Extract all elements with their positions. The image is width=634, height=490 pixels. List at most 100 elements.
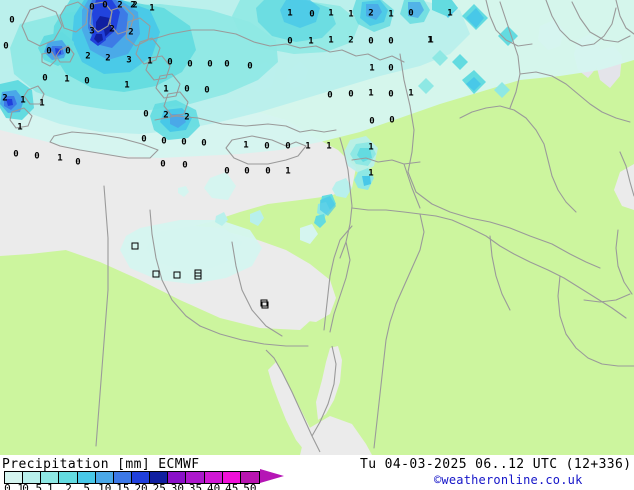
precip-value-label: 0: [327, 90, 333, 101]
precip-value-label: 0: [160, 159, 166, 170]
precip-value-label: 1: [447, 8, 453, 19]
precip-value-label: 0: [204, 85, 210, 96]
precip-value-label: 0: [247, 61, 253, 72]
precip-value-label: 0: [388, 89, 394, 100]
precip-zero-marker: [260, 299, 268, 307]
precip-value-label: 0: [224, 59, 230, 70]
precip-value-label: 1: [427, 35, 433, 46]
precip-value-label: 1: [39, 98, 45, 109]
precip-zero-marker: [173, 271, 181, 279]
precip-value-label: 1: [64, 74, 70, 85]
colorbar-swatch-45: [222, 472, 241, 483]
colorbar-swatch-15: [113, 472, 132, 483]
forecast-datetime: Tu 04-03-2025 06..12 UTC (12+336): [360, 457, 632, 472]
precip-value-label: 0: [161, 136, 167, 147]
precip-value-label: 0: [184, 84, 190, 95]
precip-value-label: 2: [105, 53, 111, 64]
precip-value-label: 0: [201, 138, 207, 149]
precip-value-label: 2: [184, 112, 190, 123]
precip-value-label: 0: [46, 46, 52, 57]
colorbar-tick-0.1: 0.1: [4, 482, 24, 490]
colorbar-tick-15: 15: [116, 482, 130, 490]
precip-value-label: 0: [348, 89, 354, 100]
colorbar-tick-30: 30: [170, 482, 184, 490]
colorbar-swatch-40: [204, 472, 223, 483]
colorbar-swatch-2: [59, 472, 78, 483]
precip-value-label: 0: [3, 41, 9, 52]
colorbar-swatch-25: [150, 472, 169, 483]
precip-value-label: 0: [13, 149, 19, 160]
colorbar-swatch-35: [186, 472, 205, 483]
precip-value-label: 0: [141, 134, 147, 145]
colorbar-swatch-50: [240, 472, 259, 483]
precip-value-label: 1: [368, 142, 374, 153]
colorbar-swatch-1: [41, 472, 60, 483]
precip-value-label: 1: [326, 141, 332, 152]
precip-value-label: 1: [428, 35, 434, 46]
precip-value-label: 0: [369, 116, 375, 127]
precip-value-label: 0: [181, 137, 187, 148]
map-footer: Precipitation [mm] ECMWF 0.1 0.5 1 2 5 10 15 20…: [0, 455, 634, 490]
precip-value-label: 0: [84, 76, 90, 87]
precip-value-label: 0: [224, 166, 230, 177]
precip-value-label: 0: [42, 73, 48, 84]
colorbar-tick-5: 5: [83, 482, 90, 490]
precip-value-label: 2: [348, 35, 354, 46]
precip-value-label: 1: [163, 84, 169, 95]
precip-zero-marker: [152, 270, 160, 278]
precip-value-label: 0: [388, 36, 394, 47]
precip-value-label: 2: [128, 27, 134, 38]
precip-zero-marker: [131, 242, 139, 250]
precip-zero-marker: [261, 301, 269, 309]
colorbar-overflow-arrow-icon: [260, 469, 284, 483]
colorbar-swatch-10: [95, 472, 114, 483]
precip-value-label: 2: [163, 110, 169, 121]
precip-value-label: 1: [328, 8, 334, 19]
precip-value-label: 0: [309, 9, 315, 20]
precip-value-label: 0: [408, 8, 414, 19]
precip-value-label: 1: [368, 168, 374, 179]
precip-value-label: 0: [285, 141, 291, 152]
precip-value-label: 0: [244, 166, 250, 177]
precip-value-label: 0: [265, 166, 271, 177]
colorbar-tick-35: 35: [188, 482, 203, 490]
precip-value-label: 0: [143, 109, 149, 120]
colorbar-tick-labels: 0.1 0.5 1 2 5 10 15 20 25 30 35 40 45 50: [0, 483, 300, 490]
precip-value-label: 2: [85, 51, 91, 62]
colorbar-tick-2: 2: [65, 482, 72, 490]
precip-value-label: 1: [348, 9, 354, 20]
precip-value-label: 0: [388, 63, 394, 74]
precip-value-label: 0: [75, 157, 81, 168]
precip-value-label: 0: [368, 36, 374, 47]
colorbar-swatch-30: [168, 472, 187, 483]
map-graphic: [0, 0, 634, 455]
precip-value-label: 1: [287, 8, 293, 19]
colorbar-swatch-5: [77, 472, 96, 483]
precip-value-label: 0: [34, 151, 40, 162]
precip-value-label: 1: [20, 95, 26, 106]
precip-value-label: 0: [9, 15, 15, 26]
colorbar-tick-1: 1: [47, 482, 54, 490]
precip-value-label: 2: [117, 0, 123, 11]
precip-value-label: 2: [130, 0, 136, 11]
precip-value-label: 1: [147, 56, 153, 67]
colorbar-tick-50: 50: [243, 482, 257, 490]
precip-zero-marker: [194, 269, 202, 277]
colorbar-swatch-20: [131, 472, 151, 483]
copyright-credit: ©weatheronline.co.uk: [434, 473, 583, 487]
precip-value-label: 0: [65, 46, 71, 57]
colorbar-tick-0.5: 0.5: [22, 482, 43, 490]
precip-value-label: 2: [132, 0, 138, 11]
precip-value-label: 1: [408, 88, 414, 99]
precip-value-label: 1: [328, 35, 334, 46]
precip-value-label: 1: [57, 153, 63, 164]
precip-value-label: 1: [243, 140, 249, 151]
precip-value-label: 3: [89, 26, 95, 37]
colorbar-tick-25: 25: [152, 482, 166, 490]
precip-value-label: 0: [264, 141, 270, 152]
colorbar-swatch-0.1: [5, 472, 24, 483]
precip-value-label: 0: [287, 36, 293, 47]
precip-value-label: 0: [182, 160, 188, 171]
